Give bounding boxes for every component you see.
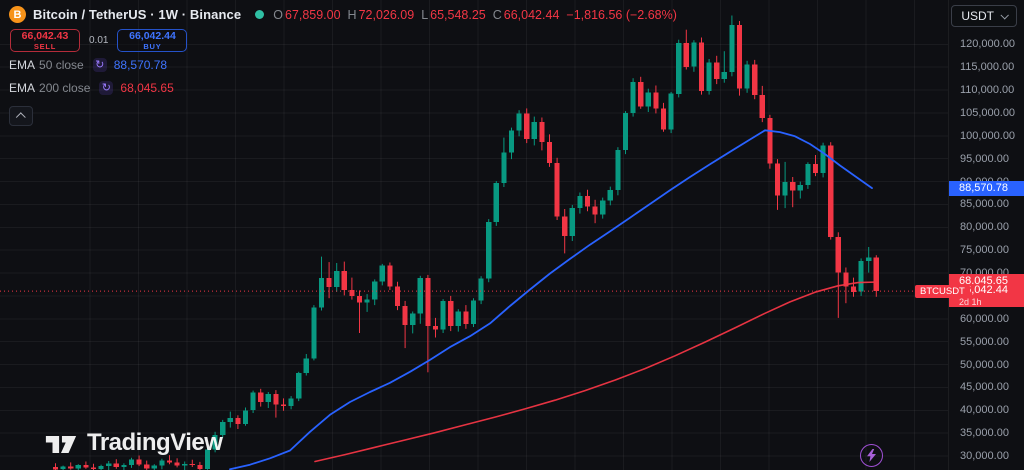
- close-label: C: [492, 7, 502, 22]
- price-tick-label: 95,000.00: [960, 152, 1009, 165]
- indicator-ema50-row[interactable]: EMA 50 close ↻ 88,570.78: [9, 54, 677, 75]
- collapse-legend-button[interactable]: [9, 106, 33, 126]
- price-tick-label: 35,000.00: [960, 427, 1009, 440]
- symbol-price-label: BTCUSDT: [915, 284, 970, 298]
- current-price-value: 66,042.44: [959, 284, 1008, 297]
- ema50-value: 88,570.78: [113, 57, 168, 72]
- high-label: H: [347, 7, 357, 22]
- price-tick-label: 40,000.00: [960, 404, 1009, 417]
- price-tick-label: 120,000.00: [960, 38, 1016, 51]
- low-value: 65,548.25: [430, 7, 486, 22]
- sell-button[interactable]: 66,042.43 SELL: [10, 29, 80, 52]
- ema200-name: EMA: [9, 80, 36, 95]
- price-axis[interactable]: 120,000.00 115,000.00 110,000.00 105,000.00…: [948, 0, 1024, 470]
- price-tick-label: 100,000.00: [960, 129, 1016, 142]
- bar-countdown: 2d 1h: [959, 297, 982, 308]
- price-tick-label: 30,000.00: [960, 450, 1009, 462]
- spread-value: 0.01: [89, 35, 109, 46]
- flash-button[interactable]: [860, 444, 883, 467]
- buy-label: BUY: [143, 42, 162, 51]
- sell-price: 66,042.43: [21, 29, 69, 42]
- price-tick-label: 105,000.00: [960, 106, 1016, 119]
- price-tick-label: 60,000.00: [960, 312, 1009, 325]
- buy-button[interactable]: 66,042.44 BUY: [117, 29, 188, 52]
- buy-price: 66,042.44: [129, 29, 176, 42]
- candlestick-chart[interactable]: [0, 0, 948, 470]
- ema50-params: 50 close: [39, 57, 84, 72]
- sync-icon[interactable]: ↻: [92, 57, 107, 72]
- price-tick-label: 75,000.00: [960, 244, 1009, 257]
- sell-label: SELL: [33, 42, 57, 51]
- ema200-params: 200 close: [39, 80, 91, 95]
- tradingview-logo-text: TradingView: [87, 429, 223, 456]
- ema50-price-badge: 88,570.78: [949, 180, 1024, 196]
- currency-dropdown[interactable]: USDT: [951, 5, 1017, 27]
- market-status-icon: [255, 10, 265, 19]
- ohlc-values: O 67,859.00 H 72,026.09 L 65,548.25 C 66…: [273, 8, 677, 22]
- price-tick-label: 55,000.00: [960, 335, 1009, 348]
- open-label: O: [273, 7, 283, 22]
- symbol-title[interactable]: Bitcoin / TetherUS · 1W · Binance: [33, 7, 242, 22]
- close-value: 66,042.44: [503, 7, 560, 22]
- low-label: L: [421, 7, 429, 22]
- price-tick-label: 85,000.00: [960, 198, 1009, 211]
- price-tick-label: 115,000.00: [960, 61, 1015, 74]
- tradingview-watermark: TradingView: [44, 429, 223, 457]
- chevron-up-icon: [15, 111, 26, 122]
- price-tick-label: 50,000.00: [960, 358, 1009, 371]
- lightning-icon: [867, 449, 876, 462]
- ema50-name: EMA: [9, 57, 36, 72]
- price-tick-label: 45,000.00: [960, 381, 1009, 394]
- ema200-value: 68,045.65: [120, 80, 174, 95]
- tradingview-logo-icon: [45, 435, 77, 453]
- open-value: 67,859.00: [284, 7, 341, 22]
- sync-icon[interactable]: ↻: [99, 80, 114, 95]
- currency-label: USDT: [961, 9, 994, 23]
- chart-legend: B Bitcoin / TetherUS · 1W · Binance O 67…: [9, 5, 677, 126]
- price-tick-label: 80,000.00: [960, 221, 1009, 234]
- chevron-down-icon: [1000, 11, 1009, 20]
- trade-buttons-row: 66,042.43 SELL 0.01 66,042.44 BUY: [10, 29, 677, 52]
- indicator-ema200-row[interactable]: EMA 200 close ↻ 68,045.65: [9, 77, 677, 98]
- change-value: −1,816.56 (−2.68%): [566, 7, 677, 22]
- high-value: 72,026.09: [358, 7, 415, 22]
- symbol-row: B Bitcoin / TetherUS · 1W · Binance O 67…: [9, 5, 677, 24]
- price-tick-label: 110,000.00: [960, 84, 1015, 97]
- bitcoin-icon: B: [9, 6, 26, 23]
